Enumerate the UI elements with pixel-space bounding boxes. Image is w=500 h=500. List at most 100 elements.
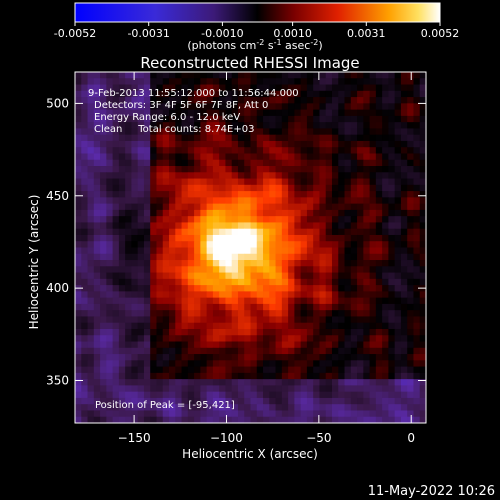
heatmap-cell [375, 241, 383, 248]
heatmap-cell [256, 153, 264, 161]
heatmap-cell [256, 109, 264, 117]
heatmap-cell [93, 379, 101, 386]
heatmap-cell [125, 191, 132, 198]
heatmap-cell [256, 410, 264, 418]
heatmap-cell [313, 103, 320, 111]
heatmap-cell [81, 222, 88, 230]
heatmap-cell [344, 297, 352, 305]
heatmap-cell [382, 134, 389, 142]
heatmap-cell [388, 310, 396, 317]
heatmap-cell [225, 303, 233, 311]
heatmap-cell [294, 328, 302, 336]
heatmap-cell [75, 391, 82, 399]
heatmap-cell [313, 209, 320, 217]
heatmap-cell [263, 297, 270, 305]
heatmap-cell [244, 253, 251, 261]
heatmap-cell [375, 316, 383, 324]
heatmap-cell [143, 416, 151, 424]
heatmap-cell [181, 416, 189, 424]
heatmap-cell [212, 347, 220, 355]
heatmap-cell [219, 360, 226, 367]
heatmap-cell [212, 166, 220, 173]
heatmap-cell [350, 260, 358, 267]
heatmap-cell [357, 197, 364, 205]
heatmap-cell [175, 410, 182, 418]
heatmap-cell [369, 115, 377, 123]
heatmap-cell [81, 247, 88, 255]
heatmap-cell [394, 253, 402, 261]
heatmap-cell [275, 253, 283, 261]
heatmap-cell [407, 278, 414, 286]
heatmap-cell [375, 341, 383, 349]
heatmap-cell [181, 172, 189, 179]
heatmap-cell [331, 209, 339, 217]
heatmap-cell [137, 166, 145, 173]
heatmap-cell [106, 216, 114, 223]
heatmap-cell [162, 191, 170, 198]
heatmap-cell [87, 122, 95, 129]
heatmap-cell [125, 253, 132, 261]
heatmap-cell [407, 122, 414, 129]
heatmap-cell [125, 153, 132, 161]
heatmap-cell [294, 366, 302, 374]
heatmap-cell [112, 328, 120, 336]
heatmap-cell [200, 209, 208, 217]
heatmap-cell [187, 366, 195, 374]
heatmap-cell [181, 316, 189, 324]
heatmap-cell [281, 316, 289, 324]
heatmap-cell [419, 247, 427, 255]
heatmap-cell [175, 234, 182, 242]
heatmap-cell [143, 354, 151, 361]
heatmap-cell [162, 372, 170, 380]
heatmap-cell [313, 360, 320, 367]
heatmap-cell [156, 184, 164, 192]
heatmap-cell [313, 322, 320, 330]
heatmap-cell [75, 241, 82, 248]
heatmap-cell [112, 391, 120, 399]
heatmap-cell [250, 335, 258, 342]
heatmap-cell [344, 197, 352, 205]
heatmap-cell [300, 228, 308, 236]
heatmap-cell [350, 203, 358, 211]
heatmap-cell [419, 310, 427, 317]
heatmap-cell [357, 385, 364, 393]
heatmap-cell [319, 316, 327, 324]
heatmap-cell [357, 391, 364, 399]
heatmap-cell [313, 272, 320, 280]
heatmap-cell [225, 297, 233, 305]
heatmap-cell [200, 316, 208, 324]
heatmap-cell [225, 78, 233, 85]
heatmap-cell [175, 166, 182, 173]
heatmap-cell [244, 134, 251, 142]
heatmap-cell [81, 335, 88, 342]
heatmap-cell [225, 397, 233, 405]
heatmap-cell [156, 203, 164, 211]
heatmap-cell [156, 272, 164, 280]
heatmap-cell [419, 84, 427, 92]
heatmap-cell [81, 372, 88, 380]
heatmap-cell [407, 291, 414, 299]
heatmap-cell [325, 191, 333, 198]
heatmap-cell [194, 178, 201, 186]
heatmap-cell [231, 291, 239, 299]
heatmap-cell [338, 159, 345, 167]
heatmap-cell [338, 253, 345, 261]
heatmap-cell [269, 159, 276, 167]
heatmap-cell [175, 341, 182, 349]
heatmap-cell [363, 178, 370, 186]
heatmap-cell [400, 303, 408, 311]
heatmap-cell [175, 216, 182, 223]
heatmap-cell [288, 84, 295, 92]
heatmap-cell [131, 291, 139, 299]
heatmap-cell [81, 272, 88, 280]
heatmap-cell [407, 103, 414, 111]
heatmap-cell [400, 72, 408, 79]
heatmap-cell [87, 140, 95, 148]
heatmap-cell [325, 372, 333, 380]
heatmap-cell [237, 216, 245, 223]
heatmap-cell [388, 354, 396, 361]
heatmap-cell [219, 241, 226, 248]
heatmap-cell [281, 278, 289, 286]
heatmap-cell [219, 222, 226, 230]
heatmap-cell [181, 335, 189, 342]
